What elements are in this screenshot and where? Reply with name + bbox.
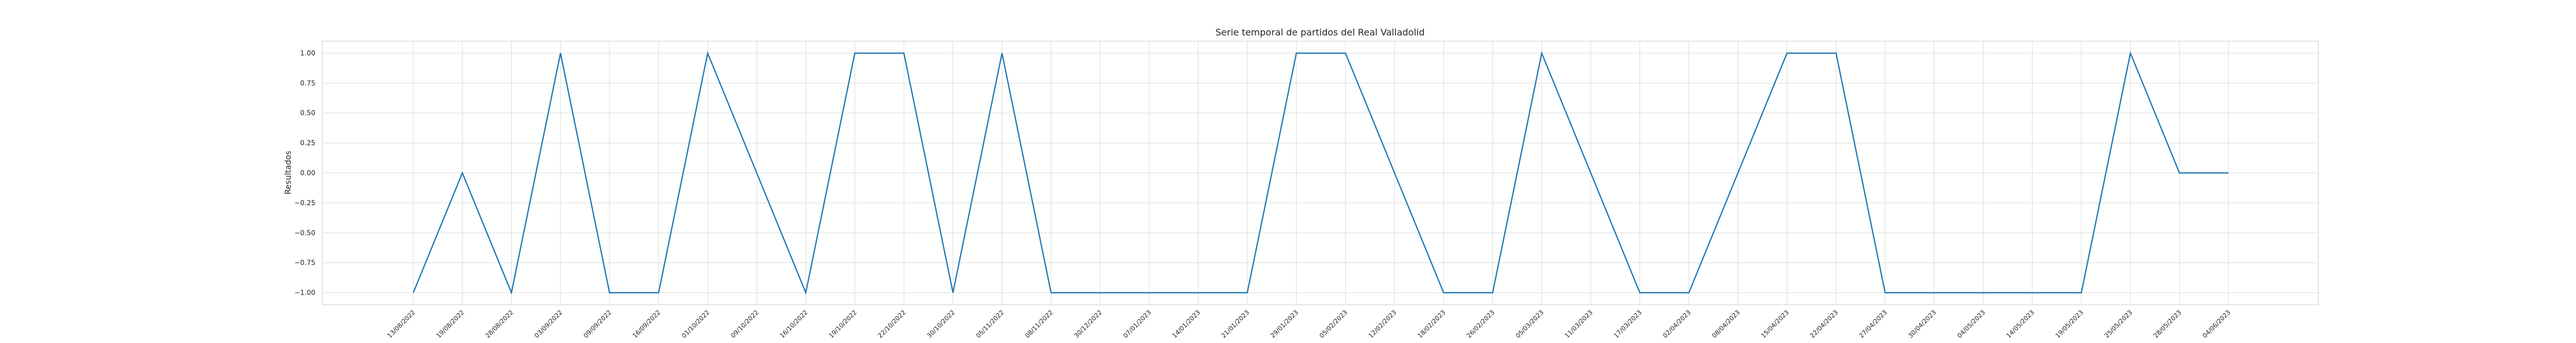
x-tick-label: 14/01/2023 <box>1171 309 1202 340</box>
y-axis-ticks: −1.00 −0.75 −0.50 −0.25 0.00 0.25 0.50 0.75 1.00 <box>294 49 315 297</box>
x-tick-label: 14/05/2023 <box>2005 309 2036 340</box>
x-tick-label: 21/01/2023 <box>1220 309 1251 340</box>
x-tick-label: 25/05/2023 <box>2103 309 2134 340</box>
x-tick-label: 22/04/2023 <box>1808 309 1839 340</box>
chart-title: Serie temporal de partidos del Real Vall… <box>1215 27 1425 38</box>
x-tick-label: 28/08/2022 <box>484 309 515 340</box>
x-tick-label: 18/02/2023 <box>1416 309 1447 340</box>
y-tick-label: 0.50 <box>300 109 315 117</box>
x-tick-label: 08/11/2022 <box>1024 309 1054 340</box>
x-tick-label: 17/03/2023 <box>1613 309 1643 340</box>
x-tick-label: 19/05/2023 <box>2054 309 2085 340</box>
x-tick-label: 05/02/2023 <box>1318 309 1349 340</box>
x-tick-label: 22/10/2022 <box>876 309 907 340</box>
y-axis-label: Resultados <box>284 151 293 195</box>
y-tick-label: 0.00 <box>300 169 315 177</box>
x-tick-label: 07/01/2023 <box>1122 309 1153 340</box>
x-tick-label: 05/03/2023 <box>1514 309 1545 340</box>
x-tick-label: 30/10/2022 <box>926 309 957 340</box>
x-tick-label: 30/12/2022 <box>1073 309 1104 340</box>
y-tick-label: −1.00 <box>294 289 315 297</box>
x-tick-label: 28/05/2023 <box>2152 309 2183 340</box>
x-axis-ticks: 13/08/2022 19/08/2022 28/08/2022 03/09/2022… <box>386 309 2232 340</box>
y-tick-label: 1.00 <box>300 49 315 57</box>
x-tick-label: 12/02/2023 <box>1367 309 1398 340</box>
x-tick-label: 26/02/2023 <box>1465 309 1496 340</box>
y-tick-label: −0.75 <box>294 259 315 267</box>
x-tick-label: 19/10/2022 <box>827 309 858 340</box>
x-tick-label: 02/04/2023 <box>1661 309 1692 340</box>
x-tick-label: 30/04/2023 <box>1907 309 1938 340</box>
x-tick-label: 09/10/2022 <box>729 309 760 340</box>
x-tick-label: 05/11/2022 <box>975 309 1006 340</box>
x-tick-label: 09/09/2022 <box>582 309 613 340</box>
x-tick-label: 04/05/2023 <box>1956 309 1987 340</box>
y-tick-label: 0.25 <box>300 139 315 147</box>
x-tick-label: 13/08/2022 <box>386 309 417 340</box>
series-line <box>412 51 2229 295</box>
x-tick-label: 15/04/2023 <box>1760 309 1791 340</box>
x-tick-label: 08/04/2023 <box>1710 309 1741 340</box>
x-tick-label: 01/10/2022 <box>680 309 711 340</box>
x-tick-label: 16/09/2022 <box>631 309 662 340</box>
x-tick-label: 29/01/2023 <box>1269 309 1300 340</box>
y-tick-label: 0.75 <box>300 79 315 87</box>
y-tick-label: −0.50 <box>294 229 315 237</box>
x-tick-label: 16/10/2022 <box>779 309 809 340</box>
y-tick-label: −0.25 <box>294 199 315 207</box>
x-tick-label: 27/04/2023 <box>1858 309 1888 340</box>
x-tick-label: 04/06/2023 <box>2201 309 2232 340</box>
x-tick-label: 11/03/2023 <box>1563 309 1594 340</box>
x-tick-label: 19/08/2022 <box>435 309 466 340</box>
x-tick-label: 03/09/2022 <box>533 309 564 340</box>
